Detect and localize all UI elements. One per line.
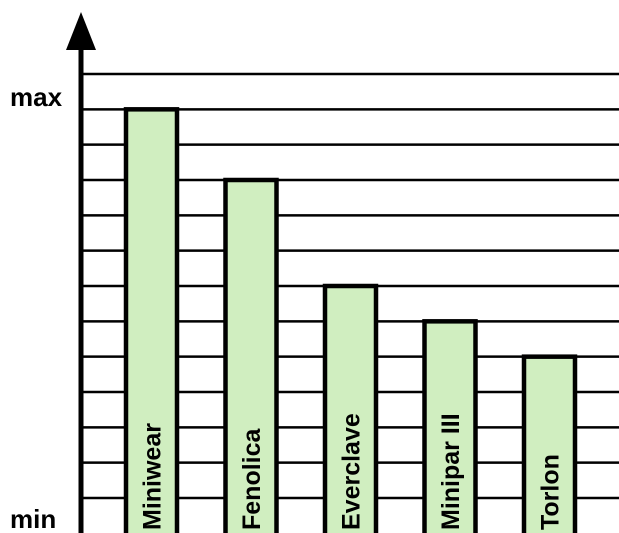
- category-label: Fenolica: [238, 427, 266, 530]
- y-axis-arrow: [66, 12, 96, 50]
- category-label: Miniwear: [139, 423, 167, 530]
- category-label: Everclave: [338, 413, 366, 530]
- bars: [123, 107, 578, 533]
- category-label: Minipar III: [437, 413, 465, 530]
- category-label: Torlon: [537, 454, 565, 530]
- y-max-label: max: [10, 82, 63, 112]
- bar-minipar-iii: [422, 319, 478, 533]
- category-labels: Miniwear Fenolica Everclave Minipar III Torl…: [139, 413, 565, 530]
- bar-torlon: [521, 354, 578, 533]
- bar-everclave: [322, 283, 379, 533]
- y-axis: [66, 12, 96, 533]
- bar-miniwear: [123, 107, 180, 533]
- bar-fenolica: [223, 177, 279, 533]
- y-min-label: min: [10, 504, 56, 533]
